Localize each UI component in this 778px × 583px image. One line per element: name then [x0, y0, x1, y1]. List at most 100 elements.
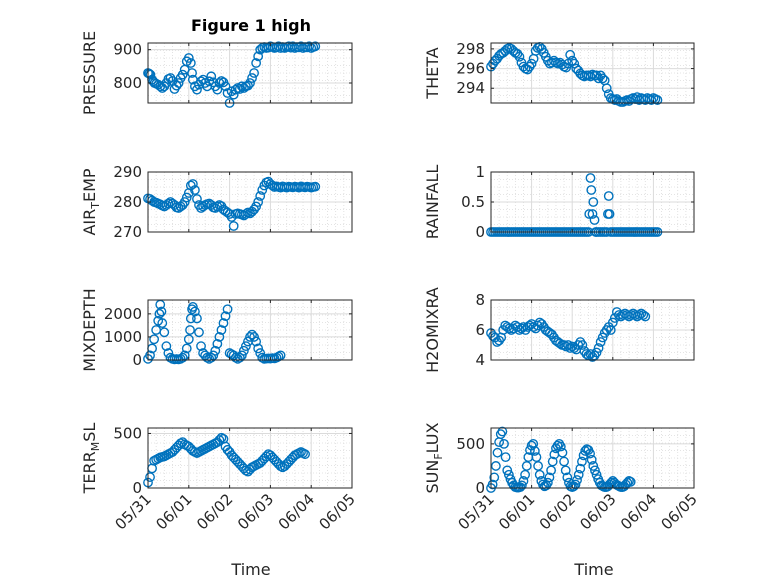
data-point [518, 476, 529, 486]
data-point [607, 317, 618, 328]
data-point [526, 58, 537, 69]
y-tick-label: 500 [113, 424, 142, 442]
data-point [192, 84, 202, 95]
data-point [638, 310, 649, 320]
data-point [597, 332, 608, 343]
data-point [247, 329, 257, 340]
data-point [251, 336, 262, 347]
data-point [570, 479, 581, 490]
data-point [241, 209, 251, 219]
data-point [220, 81, 231, 92]
data-point [192, 194, 202, 204]
data-point [593, 73, 604, 84]
data-point [253, 343, 264, 354]
data-point [492, 447, 503, 458]
data-point [185, 313, 196, 324]
figure-title: Figure 1 high [191, 16, 311, 35]
data-point [500, 452, 511, 463]
y-tick-label: 294 [456, 79, 485, 97]
y-axis-label: PRESSURE [80, 31, 99, 115]
data-point [577, 456, 587, 467]
data-point [587, 209, 598, 219]
data-point [546, 465, 556, 476]
subplot-mixdepth: 0 1000 2000 MIXDEPTH [80, 288, 353, 372]
data-point [230, 352, 241, 363]
data-point [196, 341, 206, 352]
data-point [499, 438, 509, 449]
data-point [589, 215, 600, 225]
data-point [604, 209, 615, 219]
data-point [562, 472, 573, 483]
data-point [512, 48, 523, 59]
data-point [591, 469, 602, 480]
data-point [490, 461, 501, 471]
data-point [586, 454, 597, 465]
data-point [192, 313, 202, 324]
data-point [590, 465, 600, 476]
data-point [560, 465, 571, 476]
data-point [557, 447, 568, 458]
data-point [157, 318, 168, 328]
data-point [234, 352, 245, 363]
subplot-air-temp: 270 280 290 AIRTEMP [80, 163, 353, 241]
data-point [154, 308, 165, 319]
data-point [487, 479, 498, 490]
data-point [273, 351, 284, 362]
data-point [526, 440, 537, 451]
data-point [185, 325, 195, 335]
data-point [495, 429, 506, 440]
data-point [634, 310, 645, 320]
data-point [243, 80, 253, 91]
axes-box [490, 427, 695, 489]
data-point [202, 352, 213, 363]
data-point [236, 81, 247, 92]
data-point [249, 332, 259, 342]
data-point [497, 426, 508, 437]
data-point [218, 318, 229, 328]
data-point [503, 469, 514, 480]
y-tick-label: 290 [113, 163, 142, 181]
data-point [534, 469, 545, 480]
y-tick-label: 0 [132, 479, 142, 497]
y-axis-label: AIRTEMP [80, 168, 102, 235]
data-point [577, 340, 588, 350]
data-point [148, 76, 159, 87]
data-point [238, 345, 249, 356]
data-point [187, 179, 198, 189]
data-point [187, 68, 197, 78]
data-point [245, 332, 255, 342]
y-tick-label: 1000 [104, 328, 142, 346]
y-tick-label: 296 [456, 60, 485, 78]
data-point [183, 53, 194, 63]
axes-box [147, 42, 353, 104]
data-point [554, 438, 565, 449]
data-point [567, 55, 578, 66]
data-point [646, 95, 657, 105]
data-point [533, 461, 543, 471]
data-point [559, 456, 569, 467]
data-point [179, 197, 190, 207]
data-point [640, 311, 651, 322]
data-point [489, 472, 500, 483]
y-tick-label: 270 [113, 223, 142, 241]
data-point [251, 201, 262, 212]
data-point [173, 78, 184, 88]
data-point [212, 201, 223, 212]
subplot-h2omixra: 4 6 8 H2OMIXRA [423, 287, 695, 373]
data-point [156, 306, 167, 317]
data-point [249, 68, 259, 78]
y-axis-label: SUNFLUX [423, 422, 445, 493]
data-point [565, 343, 576, 353]
data-point [177, 69, 188, 80]
data-point [212, 84, 223, 95]
data-point [206, 352, 217, 363]
data-point [584, 209, 595, 219]
data-point [547, 456, 558, 467]
data-point [625, 476, 636, 487]
data-point [591, 347, 602, 358]
y-tick-label: 0 [132, 351, 142, 369]
data-point [214, 435, 225, 445]
data-point [253, 197, 264, 207]
